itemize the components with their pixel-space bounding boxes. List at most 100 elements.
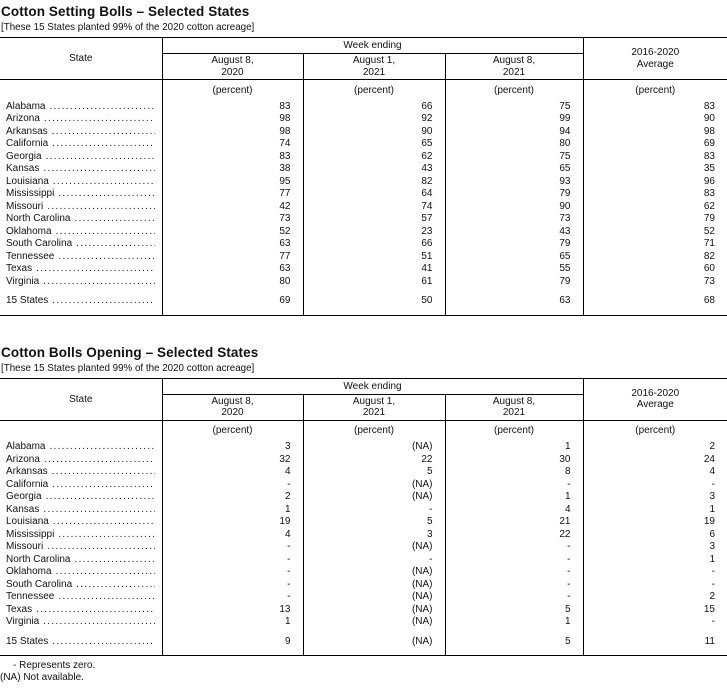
state-label: Missouri [6,200,44,212]
value-cell: - [444,553,583,566]
state-label: Texas [6,603,33,615]
unit-empty-cell [0,79,162,101]
value-cell: 2 [161,491,303,504]
value-cell: 96 [582,175,727,188]
value-cell: 74 [302,200,445,213]
state-label: South Carolina [6,578,73,590]
value-cell: 3 [302,528,445,541]
dotted-leader [74,213,154,226]
value-cell: 90 [302,125,445,138]
value-cell: (NA) [302,491,445,504]
value-cell: 43 [444,225,583,238]
total-row: 15 States 9(NA)511 [0,635,727,656]
footnote-not-available: (NA) Not available. [0,671,84,683]
table-header: State Week ending 2016-2020 Average Augu… [0,378,727,441]
dotted-leader [58,188,154,201]
table-row: Alabama83667583 [0,100,727,114]
dotted-leader [58,591,154,604]
state-cell: Virginia [0,276,162,289]
state-label: North Carolina [6,553,71,565]
column-header-date: August 1, 2021 [302,394,445,420]
value-cell: 83 [161,100,303,113]
unit-label: (percent) [161,419,303,441]
dotted-leader [43,616,154,629]
state-cell: Louisiana [0,176,162,189]
value-cell: 75 [444,100,583,113]
value-cell: 79 [582,213,727,226]
dotted-leader [52,479,154,492]
value-cell: 90 [444,200,583,213]
dotted-leader [52,295,154,308]
table-row: Louisiana1952119 [0,516,727,529]
dotted-leader [46,491,155,504]
value-cell: 50 [302,295,445,315]
unit-label: (percent) [302,419,445,441]
column-header-date: August 8, 2021 [444,53,583,80]
column-header-date: August 1, 2021 [302,53,445,80]
value-cell: 5 [302,516,445,529]
value-cell: 73 [161,213,303,226]
dotted-leader [49,441,154,454]
state-cell: Texas [0,604,162,617]
footnotes: - Represents zero. (NA) Not available. [0,660,727,683]
table-body: Alabama3(NA)12Arizona32223024Arkansas458… [0,441,727,656]
state-cell: California [0,479,162,492]
value-cell: 42 [161,200,303,213]
unit-label: (percent) [582,79,727,101]
table-row: Oklahoma52234352 [0,225,727,238]
state-cell: 15 States [0,636,162,656]
value-cell: 19 [161,516,303,529]
value-cell: 68 [582,295,727,315]
value-cell: 64 [302,188,445,201]
table-row: Missouri-(NA)-3 [0,541,727,554]
state-label: Oklahoma [6,566,52,577]
dotted-leader [36,263,154,276]
unit-label: (percent) [444,419,583,441]
value-cell: 61 [302,275,445,288]
state-cell: Alabama [0,101,162,114]
state-cell: North Carolina [0,554,162,567]
value-cell: (NA) [302,603,445,616]
spacer-row [0,288,727,295]
state-label: Arkansas [6,466,48,477]
table-body: Alabama83667583Arizona98929990Arkansas98… [0,100,727,315]
table-row: South Carolina-(NA)-- [0,578,727,591]
value-cell: 71 [582,238,727,251]
value-cell: 24 [582,453,727,466]
value-cell: 95 [161,175,303,188]
table-note: [These 15 States planted 99% of the 2020… [1,22,255,33]
value-cell: (NA) [302,616,445,629]
value-cell: 5 [444,603,583,616]
value-cell: 82 [302,175,445,188]
table-row: Arkansas4584 [0,466,727,479]
dotted-leader [52,138,154,151]
state-label: Arkansas [6,125,48,137]
table-row: California-(NA)-- [0,478,727,492]
dotted-leader [49,101,154,114]
value-cell: 63 [444,295,583,315]
state-label: Tennessee [6,250,55,262]
state-cell: Arizona [0,113,162,126]
value-cell: 80 [161,275,303,288]
value-cell: 3 [161,441,303,454]
unit-label: (percent) [444,79,583,101]
value-cell: 43 [302,163,445,176]
state-label: Arizona [6,453,40,465]
bolls-opening-table: State Week ending 2016-2020 Average Augu… [0,377,727,656]
table-row: North Carolina73577379 [0,213,727,226]
value-cell: 65 [444,250,583,263]
value-cell: 55 [444,263,583,276]
value-cell: - [161,553,303,566]
value-cell: 75 [444,150,583,163]
week-ending-header: Week ending [161,37,583,54]
value-cell: (NA) [302,566,445,579]
value-cell: (NA) [302,591,445,604]
unit-row: (percent) (percent) (percent) (percent) [0,419,727,441]
value-cell: 79 [444,238,583,251]
column-header-average: 2016-2020 Average [582,378,727,420]
value-cell: 23 [302,225,445,238]
value-cell: 98 [161,125,303,138]
